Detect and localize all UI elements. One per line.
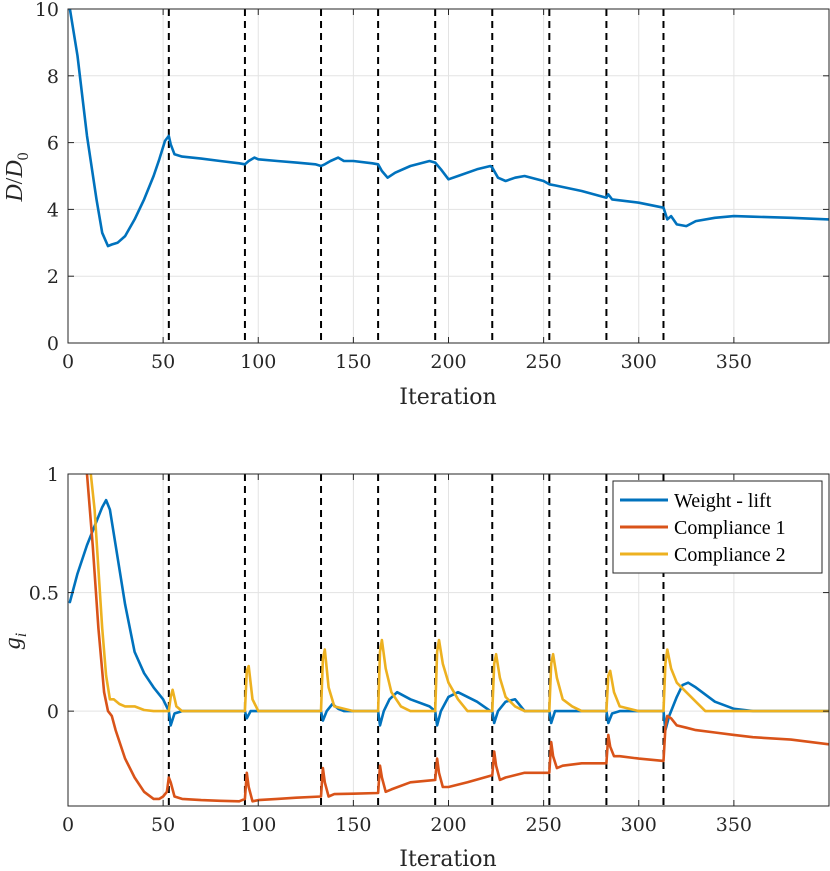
top-xtick-label-100: 100 (240, 351, 276, 373)
top-ytick-label-0: 0 (47, 333, 59, 355)
legend: Weight - lift Compliance 1 Compliance 2 (612, 480, 823, 574)
top-ytick-label-2: 4 (47, 199, 59, 221)
top-series (68, 9, 829, 248)
top-series-d-d0 (68, 9, 829, 248)
bottom-panel-gi: 0 50 100 150 200 250 300 350 00.51 Iteration gi… (0, 464, 830, 871)
legend-label-compliance-2: Compliance 2 (674, 544, 786, 566)
bottom-xtick-label-350: 350 (716, 814, 752, 836)
top-ytick-labels: 0 2 4 6 8 10 (35, 0, 59, 355)
top-xtick-labels: 0 50 100 150 200 250 300 350 (62, 351, 752, 373)
bottom-series (68, 474, 829, 803)
top-xtick-label-250: 250 (525, 351, 561, 373)
top-xlabel: Iteration (399, 385, 496, 410)
bottom-ytick-label-1: 0.5 (29, 583, 59, 605)
top-xtick-label-150: 150 (335, 351, 371, 373)
bottom-xtick-label-100: 100 (240, 814, 276, 836)
bottom-ylabel-main: g (0, 637, 26, 649)
bottom-series-compliance-2 (89, 474, 829, 713)
top-xtick-label-300: 300 (621, 351, 657, 373)
top-vlines (167, 9, 665, 343)
bottom-series-compliance-1 (85, 474, 829, 803)
bottom-ylabel-sub: i (13, 633, 30, 637)
top-ytick-label-4: 8 (47, 66, 59, 88)
bottom-xtick-label-200: 200 (430, 814, 466, 836)
top-ytick-label-1: 2 (47, 266, 59, 288)
top-ylabel: D/D0 (2, 152, 32, 202)
bottom-ylabel: gi (0, 633, 30, 649)
bottom-ticks (67, 473, 829, 806)
top-xtick-label-0: 0 (62, 351, 74, 373)
top-grid (68, 8, 829, 344)
bottom-xtick-label-50: 50 (151, 814, 175, 836)
top-ylabel-den: D (2, 160, 28, 178)
bottom-xlabel: Iteration (399, 847, 496, 871)
bottom-xtick-labels: 0 50 100 150 200 250 300 350 (62, 814, 752, 836)
legend-label-compliance-1: Compliance 1 (674, 517, 786, 539)
top-ytick-label-3: 6 (47, 133, 59, 155)
bottom-ytick-label-2: 1 (47, 464, 59, 486)
bottom-xtick-label-150: 150 (335, 814, 371, 836)
bottom-ytick-label-0: 0 (47, 701, 59, 723)
top-ticks (67, 8, 829, 344)
legend-label-weight-lift: Weight - lift (674, 490, 772, 512)
top-ylabel-den-sub: 0 (15, 152, 32, 160)
bottom-xtick-label-250: 250 (525, 814, 561, 836)
top-ylabel-sep: / (2, 177, 28, 184)
top-xtick-label-350: 350 (716, 351, 752, 373)
bottom-xtick-label-0: 0 (62, 814, 74, 836)
bottom-vlines (167, 474, 665, 806)
bottom-ytick-labels: 00.51 (29, 464, 59, 723)
top-ytick-label-5: 10 (35, 0, 59, 21)
bottom-xtick-label-300: 300 (621, 814, 657, 836)
top-xtick-label-200: 200 (430, 351, 466, 373)
top-ylabel-num: D (2, 184, 28, 202)
top-xtick-label-50: 50 (151, 351, 175, 373)
